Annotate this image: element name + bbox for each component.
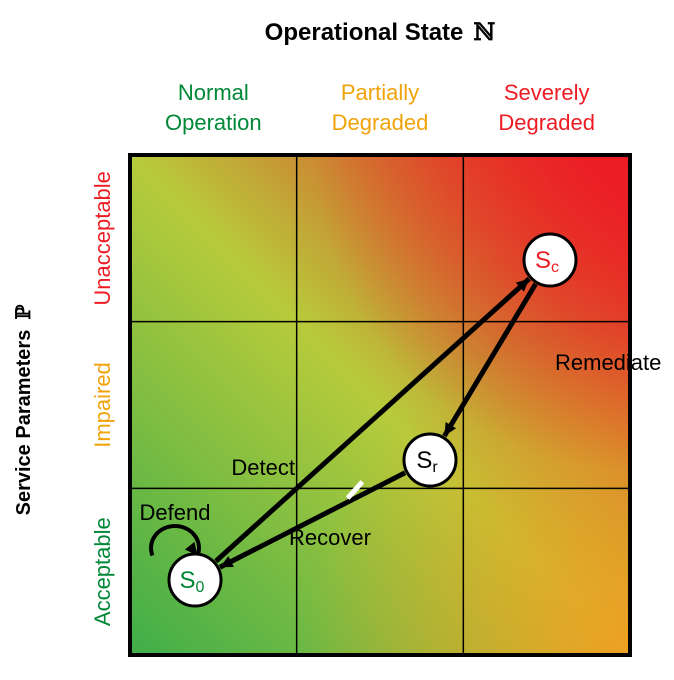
edge-label-recover: Recover xyxy=(289,525,371,550)
row-label-0: Unacceptable xyxy=(90,171,115,306)
svg-text:Operation: Operation xyxy=(165,110,262,135)
svg-text:Degraded: Degraded xyxy=(332,110,429,135)
y-axis-title-text: Service Parameters xyxy=(13,330,35,516)
row-label-1: Impaired xyxy=(90,362,115,448)
svg-text:Normal: Normal xyxy=(178,80,249,105)
row-label-2: Acceptable xyxy=(90,517,115,626)
edge-label-remediate: Remediate xyxy=(555,350,661,375)
edge-label-defend: Defend xyxy=(140,500,211,525)
node-Sr: Sr xyxy=(404,434,456,486)
node-Sc: Sc xyxy=(524,234,576,286)
node-S0: S0 xyxy=(169,554,221,606)
column-label-1: Partially Degraded xyxy=(332,80,429,135)
x-axis-title-symbol: ℕ xyxy=(473,20,495,46)
detect-label: Detect xyxy=(231,455,295,480)
column-label-2: Severely Degraded xyxy=(498,80,595,135)
svg-text:Degraded: Degraded xyxy=(498,110,595,135)
column-label-0: Normal Operation xyxy=(165,80,262,135)
svg-text:Partially: Partially xyxy=(341,80,419,105)
y-axis-title-symbol: ℙ xyxy=(13,305,35,320)
svg-text:Severely: Severely xyxy=(504,80,590,105)
y-axis-title: Service Parameters ℙ xyxy=(13,305,35,516)
x-axis-title: Operational State ℕ xyxy=(265,19,496,46)
x-axis-title-text: Operational State xyxy=(265,19,464,46)
